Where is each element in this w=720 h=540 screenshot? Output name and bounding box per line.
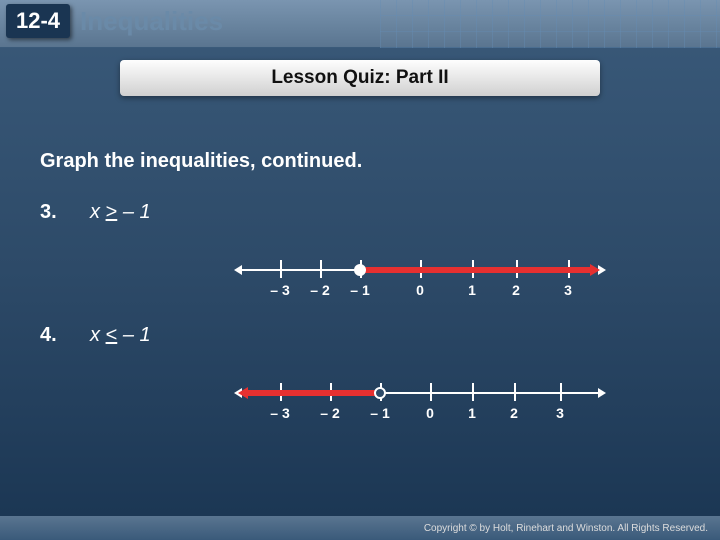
quiz-title-bar: Lesson Quiz: Part II: [120, 60, 600, 96]
numberline-3: – 3– 2– 10123: [240, 244, 600, 294]
tick: [430, 383, 432, 401]
ray: [248, 390, 380, 396]
variable: x: [90, 324, 100, 346]
header-grid: [380, 0, 720, 48]
tick-label: 2: [510, 405, 518, 421]
closed-endpoint-icon: [354, 264, 366, 276]
tick-label: 3: [564, 282, 572, 298]
footer-bar: Copyright © by Holt, Rinehart and Winsto…: [0, 516, 720, 540]
tick-label: – 2: [310, 282, 329, 298]
tick-label: 1: [468, 405, 476, 421]
content-area: Graph the inequalities, continued. 3. x …: [40, 150, 680, 447]
problem-4: 4. x < – 1: [40, 324, 680, 347]
tick: [514, 383, 516, 401]
tick-label: – 1: [350, 282, 369, 298]
ray-arrow-icon: [238, 387, 248, 399]
tick-label: – 1: [370, 405, 389, 421]
ray-arrow-icon: [590, 264, 600, 276]
tick-label: – 3: [270, 282, 289, 298]
tick-label: 1: [468, 282, 476, 298]
lesson-number-badge: 12-4: [6, 4, 70, 38]
ray: [360, 267, 590, 273]
tick: [280, 260, 282, 278]
tick-label: – 3: [270, 405, 289, 421]
problem-expression: x < – 1: [90, 324, 151, 347]
tick-label: 3: [556, 405, 564, 421]
tick: [472, 383, 474, 401]
instruction-text: Graph the inequalities, continued.: [40, 150, 680, 173]
problem-number: 3.: [40, 201, 90, 224]
numberline-4: – 3– 2– 10123: [240, 367, 600, 417]
open-endpoint-icon: [374, 387, 386, 399]
tick: [560, 383, 562, 401]
operator: <: [106, 324, 118, 346]
tick-label: 0: [426, 405, 434, 421]
variable: x: [90, 201, 100, 223]
tick-label: – 2: [320, 405, 339, 421]
tick: [320, 260, 322, 278]
header-bar: 12-4 Inequalities: [0, 0, 720, 48]
tick-label: 0: [416, 282, 424, 298]
problem-3: 3. x > – 1: [40, 201, 680, 224]
rhs: – 1: [123, 201, 151, 223]
lesson-title: Inequalities: [80, 6, 223, 37]
tick-label: 2: [512, 282, 520, 298]
problem-number: 4.: [40, 324, 90, 347]
problem-expression: x > – 1: [90, 201, 151, 224]
rhs: – 1: [123, 324, 151, 346]
operator: >: [106, 201, 118, 223]
copyright-text: Copyright © by Holt, Rinehart and Winsto…: [424, 523, 708, 534]
